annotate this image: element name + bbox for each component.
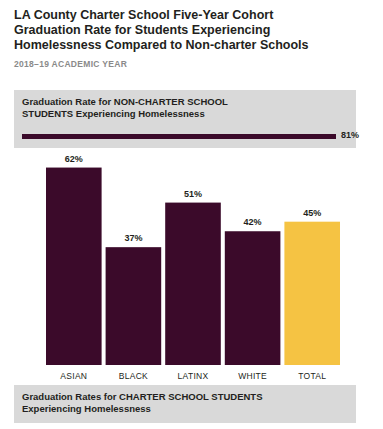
data-label: 45% (303, 208, 321, 218)
data-label: 81% (341, 130, 359, 140)
data-label: 42% (244, 217, 262, 227)
bar (106, 247, 162, 365)
data-label: 37% (124, 233, 142, 243)
bars-vertical (46, 168, 340, 365)
bar (165, 203, 221, 365)
tick-label: BLACK (119, 371, 148, 381)
tick-label: LATINX (178, 371, 209, 381)
bar (46, 168, 102, 365)
bar (225, 231, 281, 365)
data-label: 51% (184, 189, 202, 199)
non-charter-title: Graduation Rate for NON-CHARTER SCHOOL S… (22, 96, 272, 120)
tick-label: TOTAL (298, 371, 326, 381)
page: LA County Charter School Five-Year Cohor… (0, 0, 383, 429)
tick-label: ASIAN (60, 371, 87, 381)
charter-caption: Graduation Rates for CHARTER SCHOOL STUD… (22, 391, 282, 415)
subtitle: 2018–19 ACADEMIC YEAR (14, 59, 127, 69)
data-label: 62% (65, 154, 83, 164)
bars-horizontal (22, 134, 336, 139)
chart-svg: 81% 62% ASIAN 37% BLACK 51% LATINX 42% WHITE 45% T… (0, 0, 383, 429)
title: LA County Charter School Five-Year Cohor… (14, 8, 326, 53)
tick-label: WHITE (238, 371, 267, 381)
bar (284, 222, 340, 365)
bar (22, 134, 336, 139)
